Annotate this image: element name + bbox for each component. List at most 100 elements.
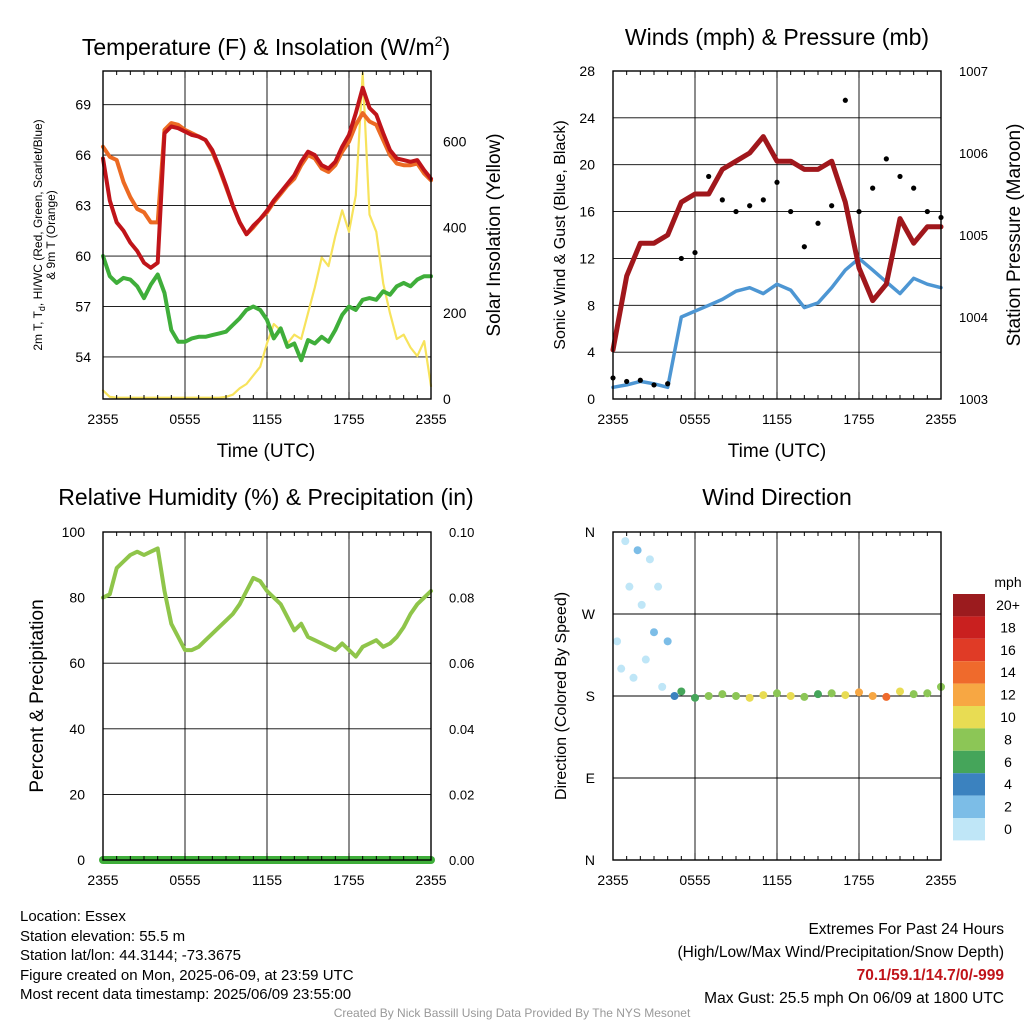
direction-point — [654, 582, 663, 591]
x-tick-label: 1755 — [333, 872, 364, 888]
legend-label: 14 — [1000, 664, 1016, 680]
x-tick-label: 1755 — [333, 411, 364, 427]
y2-tick-label: 0.08 — [449, 591, 474, 606]
x-tick-label: 2355 — [597, 411, 628, 427]
legend-swatch — [953, 683, 985, 706]
gust-point — [842, 97, 848, 103]
y-tick-label: 20 — [579, 157, 595, 173]
y-tick-label: 63 — [75, 198, 91, 214]
y-tick-label: E — [586, 770, 595, 786]
y-tick-label: N — [585, 852, 595, 868]
chart-title: Wind Direction — [702, 484, 852, 510]
direction-point — [613, 637, 622, 646]
legend-label: 12 — [1000, 687, 1016, 703]
created-text: Figure created on Mon, 2025-06-09, at 23… — [20, 966, 354, 984]
direction-point — [882, 692, 891, 701]
legend-title: mph — [994, 574, 1021, 590]
legend-swatch — [953, 661, 985, 684]
direction-point — [923, 689, 932, 698]
gust-point — [678, 255, 684, 262]
direction-point — [617, 664, 626, 673]
panel-1: 2355 0555 1155 1755 2355 54 57 60 63 66 69 0 200 400 6… — [31, 33, 505, 462]
y2-tick-label: 0.00 — [449, 853, 474, 868]
y-tick-label: S — [586, 688, 595, 704]
direction-point — [786, 692, 795, 700]
y-tick-label: 100 — [62, 524, 86, 540]
y-tick-label: 0 — [77, 852, 85, 868]
gust-point — [706, 173, 712, 180]
gust-point — [774, 179, 780, 185]
y2-axis-label: Station Pressure (Maroon) — [1004, 124, 1024, 347]
y2-tick-label: 0.06 — [449, 656, 474, 671]
direction-point — [677, 687, 686, 696]
gust-point — [760, 197, 766, 203]
panel-3: 2355 0555 1155 1755 23550204060801000.000.02… — [27, 484, 474, 888]
extremes-title: Extremes For Past 24 Hours — [808, 921, 1004, 938]
y-axis-label: Sonic Wind & Gust (Blue, Black) — [552, 120, 569, 349]
direction-point — [625, 582, 634, 591]
x-tick-label: 2355 — [597, 872, 628, 888]
chart-title: Temperature (F) & Insolation (W/m2) — [82, 33, 450, 60]
gust-point — [788, 208, 794, 215]
legend-label: 4 — [1004, 776, 1012, 792]
y2-tick-label: 600 — [443, 134, 467, 150]
max-gust-text: Max Gust: 25.5 mph On 06/09 at 1800 UTC — [704, 990, 1004, 1007]
direction-point — [663, 637, 672, 646]
legend-label: 16 — [1000, 642, 1016, 658]
x-tick-label: 2355 — [925, 872, 956, 888]
y-tick-label: 28 — [579, 63, 595, 79]
y-tick-label: N — [585, 524, 595, 540]
direction-point — [800, 692, 809, 701]
location-text: Location: Essex — [20, 908, 126, 925]
elevation-text: Station elevation: 55.5 m — [20, 927, 186, 945]
direction-point — [670, 692, 679, 700]
gust-point — [883, 156, 889, 162]
legend-label: 6 — [1004, 754, 1012, 770]
direction-point — [868, 692, 877, 700]
x-tick-label: 2355 — [87, 872, 118, 888]
y-tick-label: W — [582, 606, 596, 622]
x-tick-label: 0555 — [169, 411, 200, 427]
direction-point — [841, 691, 850, 700]
extremes-info: Extremes For Past 24 Hours (High/Low/Max… — [678, 918, 1005, 1010]
gust-point — [665, 381, 671, 387]
y-tick-label: 40 — [69, 721, 85, 737]
y2-axis-label: Solar Insolation (Yellow) — [484, 133, 505, 336]
x-axis-label: Time (UTC) — [728, 441, 827, 462]
chart-title: Winds (mph) & Pressure (mb) — [625, 24, 929, 50]
gust-point — [829, 203, 835, 209]
legend-label: 18 — [1000, 619, 1016, 635]
x-tick-label: 2355 — [87, 411, 118, 427]
y2-tick-label: 200 — [443, 305, 467, 321]
gust-point — [637, 377, 643, 383]
y2-tick-label: 0 — [443, 391, 451, 407]
y-tick-label: 12 — [579, 250, 595, 266]
legend-swatch — [953, 594, 985, 617]
direction-point — [745, 693, 754, 702]
x-axis-label: Time (UTC) — [217, 441, 316, 462]
y-axis-label-line2: & 9m T (Orange) — [44, 190, 58, 280]
legend-label: 0 — [1004, 821, 1012, 837]
series-dew-point — [101, 254, 433, 363]
x-tick-label: 2355 — [415, 411, 446, 427]
x-tick-label: 0555 — [679, 411, 710, 427]
direction-point — [855, 688, 863, 697]
x-tick-label: 2355 — [415, 872, 446, 888]
x-tick-label: 2355 — [925, 411, 956, 427]
gust-point — [719, 197, 725, 203]
y2-tick-label: 1003 — [959, 392, 988, 407]
gust-point — [815, 220, 821, 226]
y-tick-label: 54 — [75, 349, 91, 365]
recent-data-text: Most recent data timestamp: 2025/06/09 2… — [20, 986, 352, 1003]
y2-tick-label: 1007 — [959, 64, 988, 79]
gust-point — [624, 378, 630, 385]
x-tick-label: 1755 — [843, 411, 874, 427]
direction-point — [629, 673, 638, 682]
gust-point — [747, 203, 753, 209]
y-tick-label: 69 — [75, 97, 91, 113]
direction-point — [909, 690, 918, 699]
legend-label: 10 — [1000, 709, 1016, 725]
y-tick-label: 4 — [587, 344, 595, 360]
direction-point — [658, 682, 667, 691]
